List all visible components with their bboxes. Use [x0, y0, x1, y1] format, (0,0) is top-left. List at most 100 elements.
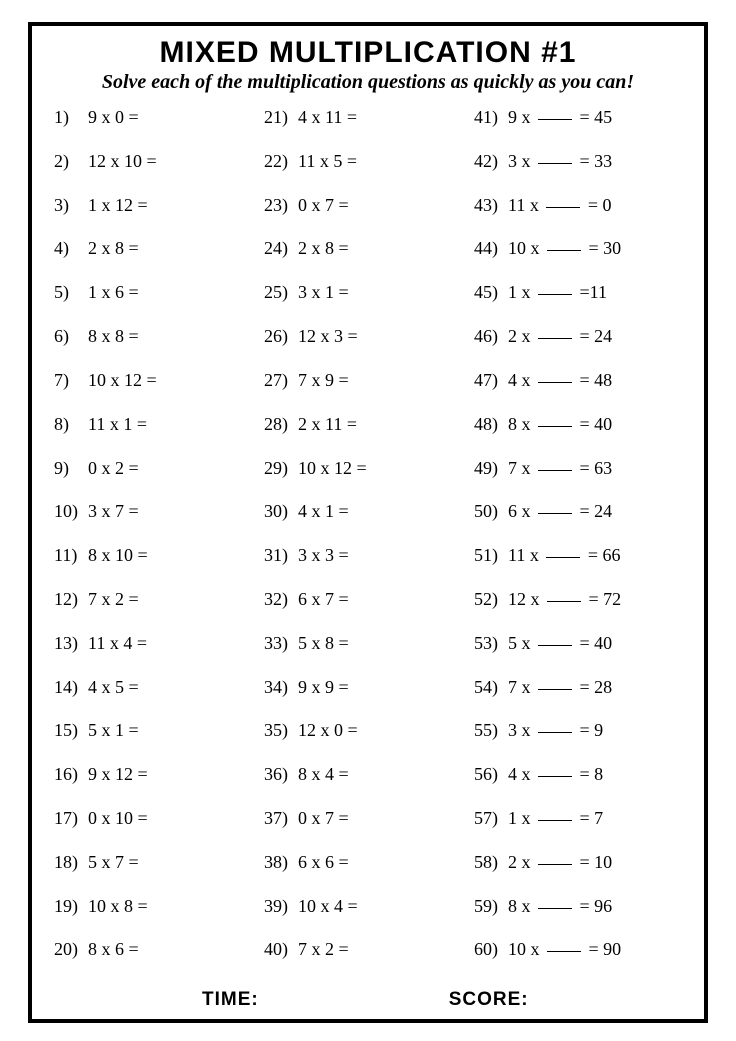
problem-row: 10)3 x 7 = — [54, 502, 264, 543]
problem-row: 49)7 x = 63 — [474, 459, 684, 500]
problem-expression: 6 x 7 = — [298, 590, 349, 610]
problem-row: 16)9 x 12 = — [54, 765, 264, 806]
blank-input[interactable] — [538, 338, 572, 339]
score-label: SCORE: — [449, 989, 529, 1011]
problem-number: 3) — [54, 196, 88, 216]
blank-input[interactable] — [546, 207, 580, 208]
blank-input[interactable] — [538, 382, 572, 383]
blank-input[interactable] — [538, 864, 572, 865]
problem-row: 21)4 x 11 = — [264, 108, 474, 149]
problem-expression: 4 x = 8 — [508, 765, 603, 785]
problem-number: 58) — [474, 853, 508, 873]
problem-expression: 4 x 1 = — [298, 502, 349, 522]
problem-number: 42) — [474, 152, 508, 172]
blank-input[interactable] — [547, 951, 581, 952]
problem-row: 12)7 x 2 = — [54, 590, 264, 631]
problem-number: 57) — [474, 809, 508, 829]
problem-row: 27)7 x 9 = — [264, 371, 474, 412]
problem-expression: 0 x 2 = — [88, 459, 139, 479]
blank-input[interactable] — [538, 732, 572, 733]
problem-row: 40)7 x 2 = — [264, 940, 474, 981]
problem-row: 47)4 x = 48 — [474, 371, 684, 412]
page-subtitle: Solve each of the multiplication questio… — [52, 71, 684, 94]
problem-expression: 10 x 12 = — [298, 459, 367, 479]
problem-number: 35) — [264, 721, 298, 741]
problem-expression: 8 x = 96 — [508, 897, 612, 917]
problem-row: 25)3 x 1 = — [264, 283, 474, 324]
blank-input[interactable] — [538, 426, 572, 427]
problem-number: 36) — [264, 765, 298, 785]
blank-input[interactable] — [538, 689, 572, 690]
time-label: TIME: — [202, 989, 259, 1011]
problem-row: 24)2 x 8 = — [264, 239, 474, 280]
blank-input[interactable] — [538, 820, 572, 821]
blank-input[interactable] — [538, 513, 572, 514]
blank-input[interactable] — [538, 470, 572, 471]
blank-input[interactable] — [546, 557, 580, 558]
problem-number: 38) — [264, 853, 298, 873]
problem-expression: 4 x 11 = — [298, 108, 357, 128]
problem-row: 33)5 x 8 = — [264, 634, 474, 675]
problem-row: 26)12 x 3 = — [264, 327, 474, 368]
blank-input[interactable] — [547, 601, 581, 602]
problem-column-3: 41)9 x = 4542)3 x = 3343)11 x = 044)10 x… — [474, 108, 684, 981]
problem-expression: 3 x 7 = — [88, 502, 139, 522]
problem-number: 37) — [264, 809, 298, 829]
problem-number: 44) — [474, 239, 508, 259]
problem-number: 43) — [474, 196, 508, 216]
problem-row: 38)6 x 6 = — [264, 853, 474, 894]
problem-expression: 11 x 5 = — [298, 152, 357, 172]
problem-number: 11) — [54, 546, 88, 566]
problem-column-1: 1)9 x 0 =2)12 x 10 =3)1 x 12 =4)2 x 8 =5… — [52, 108, 264, 981]
problem-expression: 9 x 0 = — [88, 108, 139, 128]
problem-row: 53)5 x = 40 — [474, 634, 684, 675]
problem-row: 39)10 x 4 = — [264, 897, 474, 938]
problem-row: 30)4 x 1 = — [264, 502, 474, 543]
problem-row: 19)10 x 8 = — [54, 897, 264, 938]
problem-expression: 5 x 1 = — [88, 721, 139, 741]
blank-input[interactable] — [538, 908, 572, 909]
blank-input[interactable] — [538, 119, 572, 120]
problem-expression: 11 x 4 = — [88, 634, 147, 654]
problem-row: 44)10 x = 30 — [474, 239, 684, 280]
blank-input[interactable] — [538, 163, 572, 164]
problem-number: 56) — [474, 765, 508, 785]
problem-expression: 2 x 11 = — [298, 415, 357, 435]
problem-row: 50)6 x = 24 — [474, 502, 684, 543]
problem-number: 2) — [54, 152, 88, 172]
problem-columns: 1)9 x 0 =2)12 x 10 =3)1 x 12 =4)2 x 8 =5… — [52, 108, 684, 981]
problem-row: 20)8 x 6 = — [54, 940, 264, 981]
problem-expression: 11 x 1 = — [88, 415, 147, 435]
blank-input[interactable] — [538, 776, 572, 777]
problem-row: 46)2 x = 24 — [474, 327, 684, 368]
problem-number: 21) — [264, 108, 298, 128]
problem-number: 39) — [264, 897, 298, 917]
problem-number: 17) — [54, 809, 88, 829]
problem-number: 47) — [474, 371, 508, 391]
problem-row: 58)2 x = 10 — [474, 853, 684, 894]
problem-number: 20) — [54, 940, 88, 960]
problem-expression: 12 x 10 = — [88, 152, 157, 172]
problem-number: 28) — [264, 415, 298, 435]
problem-number: 24) — [264, 239, 298, 259]
blank-input[interactable] — [547, 250, 581, 251]
problem-row: 51)11 x = 66 — [474, 546, 684, 587]
problem-expression: 12 x 0 = — [298, 721, 358, 741]
problem-number: 22) — [264, 152, 298, 172]
problem-row: 4)2 x 8 = — [54, 239, 264, 280]
problem-row: 35)12 x 0 = — [264, 721, 474, 762]
problem-row: 7)10 x 12 = — [54, 371, 264, 412]
problem-row: 59)8 x = 96 — [474, 897, 684, 938]
problem-expression: 2 x = 24 — [508, 327, 612, 347]
problem-number: 32) — [264, 590, 298, 610]
problem-row: 45)1 x =11 — [474, 283, 684, 324]
problem-expression: 2 x 8 = — [298, 239, 349, 259]
problem-expression: 0 x 7 = — [298, 809, 349, 829]
problem-number: 27) — [264, 371, 298, 391]
blank-input[interactable] — [538, 645, 572, 646]
page-title: MIXED MULTIPLICATION #1 — [52, 36, 684, 69]
problem-row: 15)5 x 1 = — [54, 721, 264, 762]
problem-expression: 12 x 3 = — [298, 327, 358, 347]
problem-number: 13) — [54, 634, 88, 654]
blank-input[interactable] — [538, 294, 572, 295]
